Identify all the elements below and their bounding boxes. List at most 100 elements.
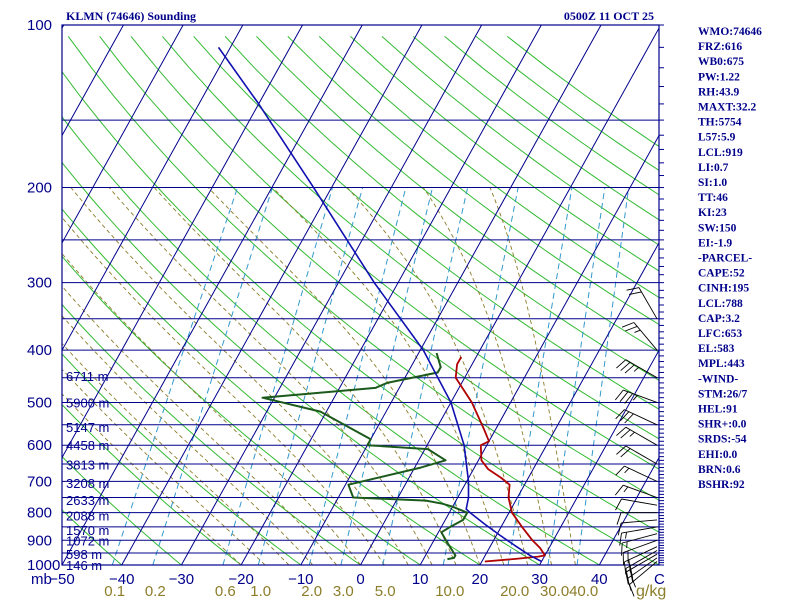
sounding-index: PW:1.22 (698, 71, 740, 83)
isotherm-line (121, 25, 423, 565)
sounding-index: LCL:788 (698, 298, 743, 310)
wind-barbs (614, 287, 658, 597)
dry-adiabat (224, 36, 659, 381)
mixing-ratio-line (152, 187, 273, 565)
mixing-ratio-line (222, 187, 333, 565)
mixing-ratio-tick-label: 1.0 (250, 583, 271, 600)
sounding-index: LCL:919 (698, 147, 743, 159)
chart-timestamp: 0500Z 11 OCT 25 (564, 9, 654, 23)
isotherm-line (240, 25, 542, 565)
sounding-index: L57:5.9 (698, 132, 736, 144)
isotherm-line (479, 241, 659, 565)
dry-adiabat (62, 509, 123, 565)
sounding-index: EI:-1.9 (698, 237, 732, 249)
sounding-traces (217, 46, 546, 563)
dry-adiabat (350, 36, 659, 272)
dry-adiabat (62, 255, 422, 565)
isotherm-line (62, 25, 184, 244)
sounding-index: WB0:675 (698, 56, 744, 68)
sounding-index: LI:0.7 (698, 162, 729, 174)
height-label: 3208 m (66, 476, 109, 491)
isotherm-line (180, 25, 483, 565)
mixing-ratio-grid (111, 187, 630, 565)
temperature-tick-label: −40 (109, 571, 134, 588)
mixing-ratio-tick-label: 0.6 (215, 583, 236, 600)
isotherm-line (62, 25, 303, 459)
mixing-ratio-tick-label: 40.0 (569, 583, 598, 600)
mixing-ratio-tick-label: 5.0 (375, 583, 396, 600)
isotherm-line (300, 25, 602, 565)
sounding-index: MPL:443 (698, 358, 745, 370)
pressure-tick-label: 200 (27, 180, 52, 197)
sounding-index: TH:5754 (698, 117, 742, 129)
wind-barb (621, 322, 658, 351)
dewpoint-trace (261, 352, 469, 561)
sounding-index: RH:43.9 (698, 86, 739, 98)
temperature-tick-label: 10 (412, 571, 429, 588)
wind-barb (616, 512, 657, 525)
sounding-index: EL:583 (698, 343, 735, 355)
mixing-ratio-tick-label: 30.0 (540, 583, 569, 600)
dry-adiabat (62, 70, 659, 565)
wind-barb (619, 526, 658, 546)
temperature-tick-labels: −50 −40 −30 −20 −10 0 10 20 30 40 (49, 571, 607, 588)
pressure-tick-label: 400 (27, 342, 52, 359)
isotherm-line (0, 25, 4, 565)
sounding-index: HEL:91 (698, 404, 738, 416)
isotherm-line (419, 134, 659, 565)
moist-adiabat (346, 187, 529, 565)
dry-adiabat (99, 36, 659, 501)
dry-adiabat (287, 36, 659, 326)
height-label: 2633 m (66, 493, 109, 508)
dry-adiabat (62, 353, 302, 565)
wind-barb (621, 533, 658, 556)
mixing-ratio-line (382, 187, 469, 565)
sounding-index: CAP:3.2 (698, 313, 740, 325)
dry-adiabat (506, 36, 659, 147)
pressure-tick-label: 900 (27, 532, 52, 549)
dry-adiabat (62, 455, 183, 565)
dry-adiabat (62, 161, 541, 565)
sounding-index: SI:1.0 (698, 177, 727, 189)
moist-adiabat (62, 285, 337, 565)
pressure-tick-label: 600 (27, 437, 52, 454)
wind-barb (616, 445, 658, 465)
mixing-ratio-tick-label: 0.1 (104, 583, 125, 600)
mixing-ratio-line (547, 187, 606, 565)
isotherm-line (62, 25, 124, 137)
isotherm-line (539, 349, 659, 565)
moist-adiabat (207, 187, 481, 565)
isotherm-grid (0, 25, 659, 565)
wind-barb (615, 498, 658, 511)
parcel-trace (217, 46, 542, 563)
sounding-index: EHI:0.0 (698, 449, 738, 461)
sounding-index: CAPE:52 (698, 268, 745, 280)
sounding-index: -WIND- (698, 373, 738, 385)
wind-barb (623, 546, 658, 575)
dry-adiabat (130, 36, 659, 470)
height-label: 146 m (66, 558, 102, 573)
height-label: 3813 m (66, 458, 109, 473)
mixing-ratio-line (308, 187, 407, 565)
temperature-tick-label: −50 (49, 571, 74, 588)
pressure-tick-labels: 100 200 300 400 500 600 700 800 900 1000 (27, 17, 60, 574)
pressure-tick-label: 700 (27, 473, 52, 490)
pressure-tick-label: 100 (27, 17, 52, 34)
temperature-tick-label: 20 (472, 571, 489, 588)
sounding-index: LFC:653 (698, 328, 742, 340)
sounding-index: FRZ:616 (698, 41, 742, 53)
mixing-ratio-line (576, 187, 630, 565)
dry-adiabat (62, 303, 362, 565)
pressure-tick-label: 1000 (27, 557, 60, 574)
isotherm-line (62, 25, 363, 565)
height-label: 5900 m (66, 395, 109, 410)
wind-barb (626, 287, 658, 320)
mixing-ratio-line (340, 187, 433, 565)
mixing-ratio-tick-label: 0.2 (145, 583, 166, 600)
isotherm-line (62, 25, 244, 352)
sounding-index: BSHR:92 (698, 479, 745, 491)
sounding-index: CINH:195 (698, 283, 749, 295)
dry-adiabat (444, 36, 659, 196)
dry-adiabat (162, 36, 659, 440)
